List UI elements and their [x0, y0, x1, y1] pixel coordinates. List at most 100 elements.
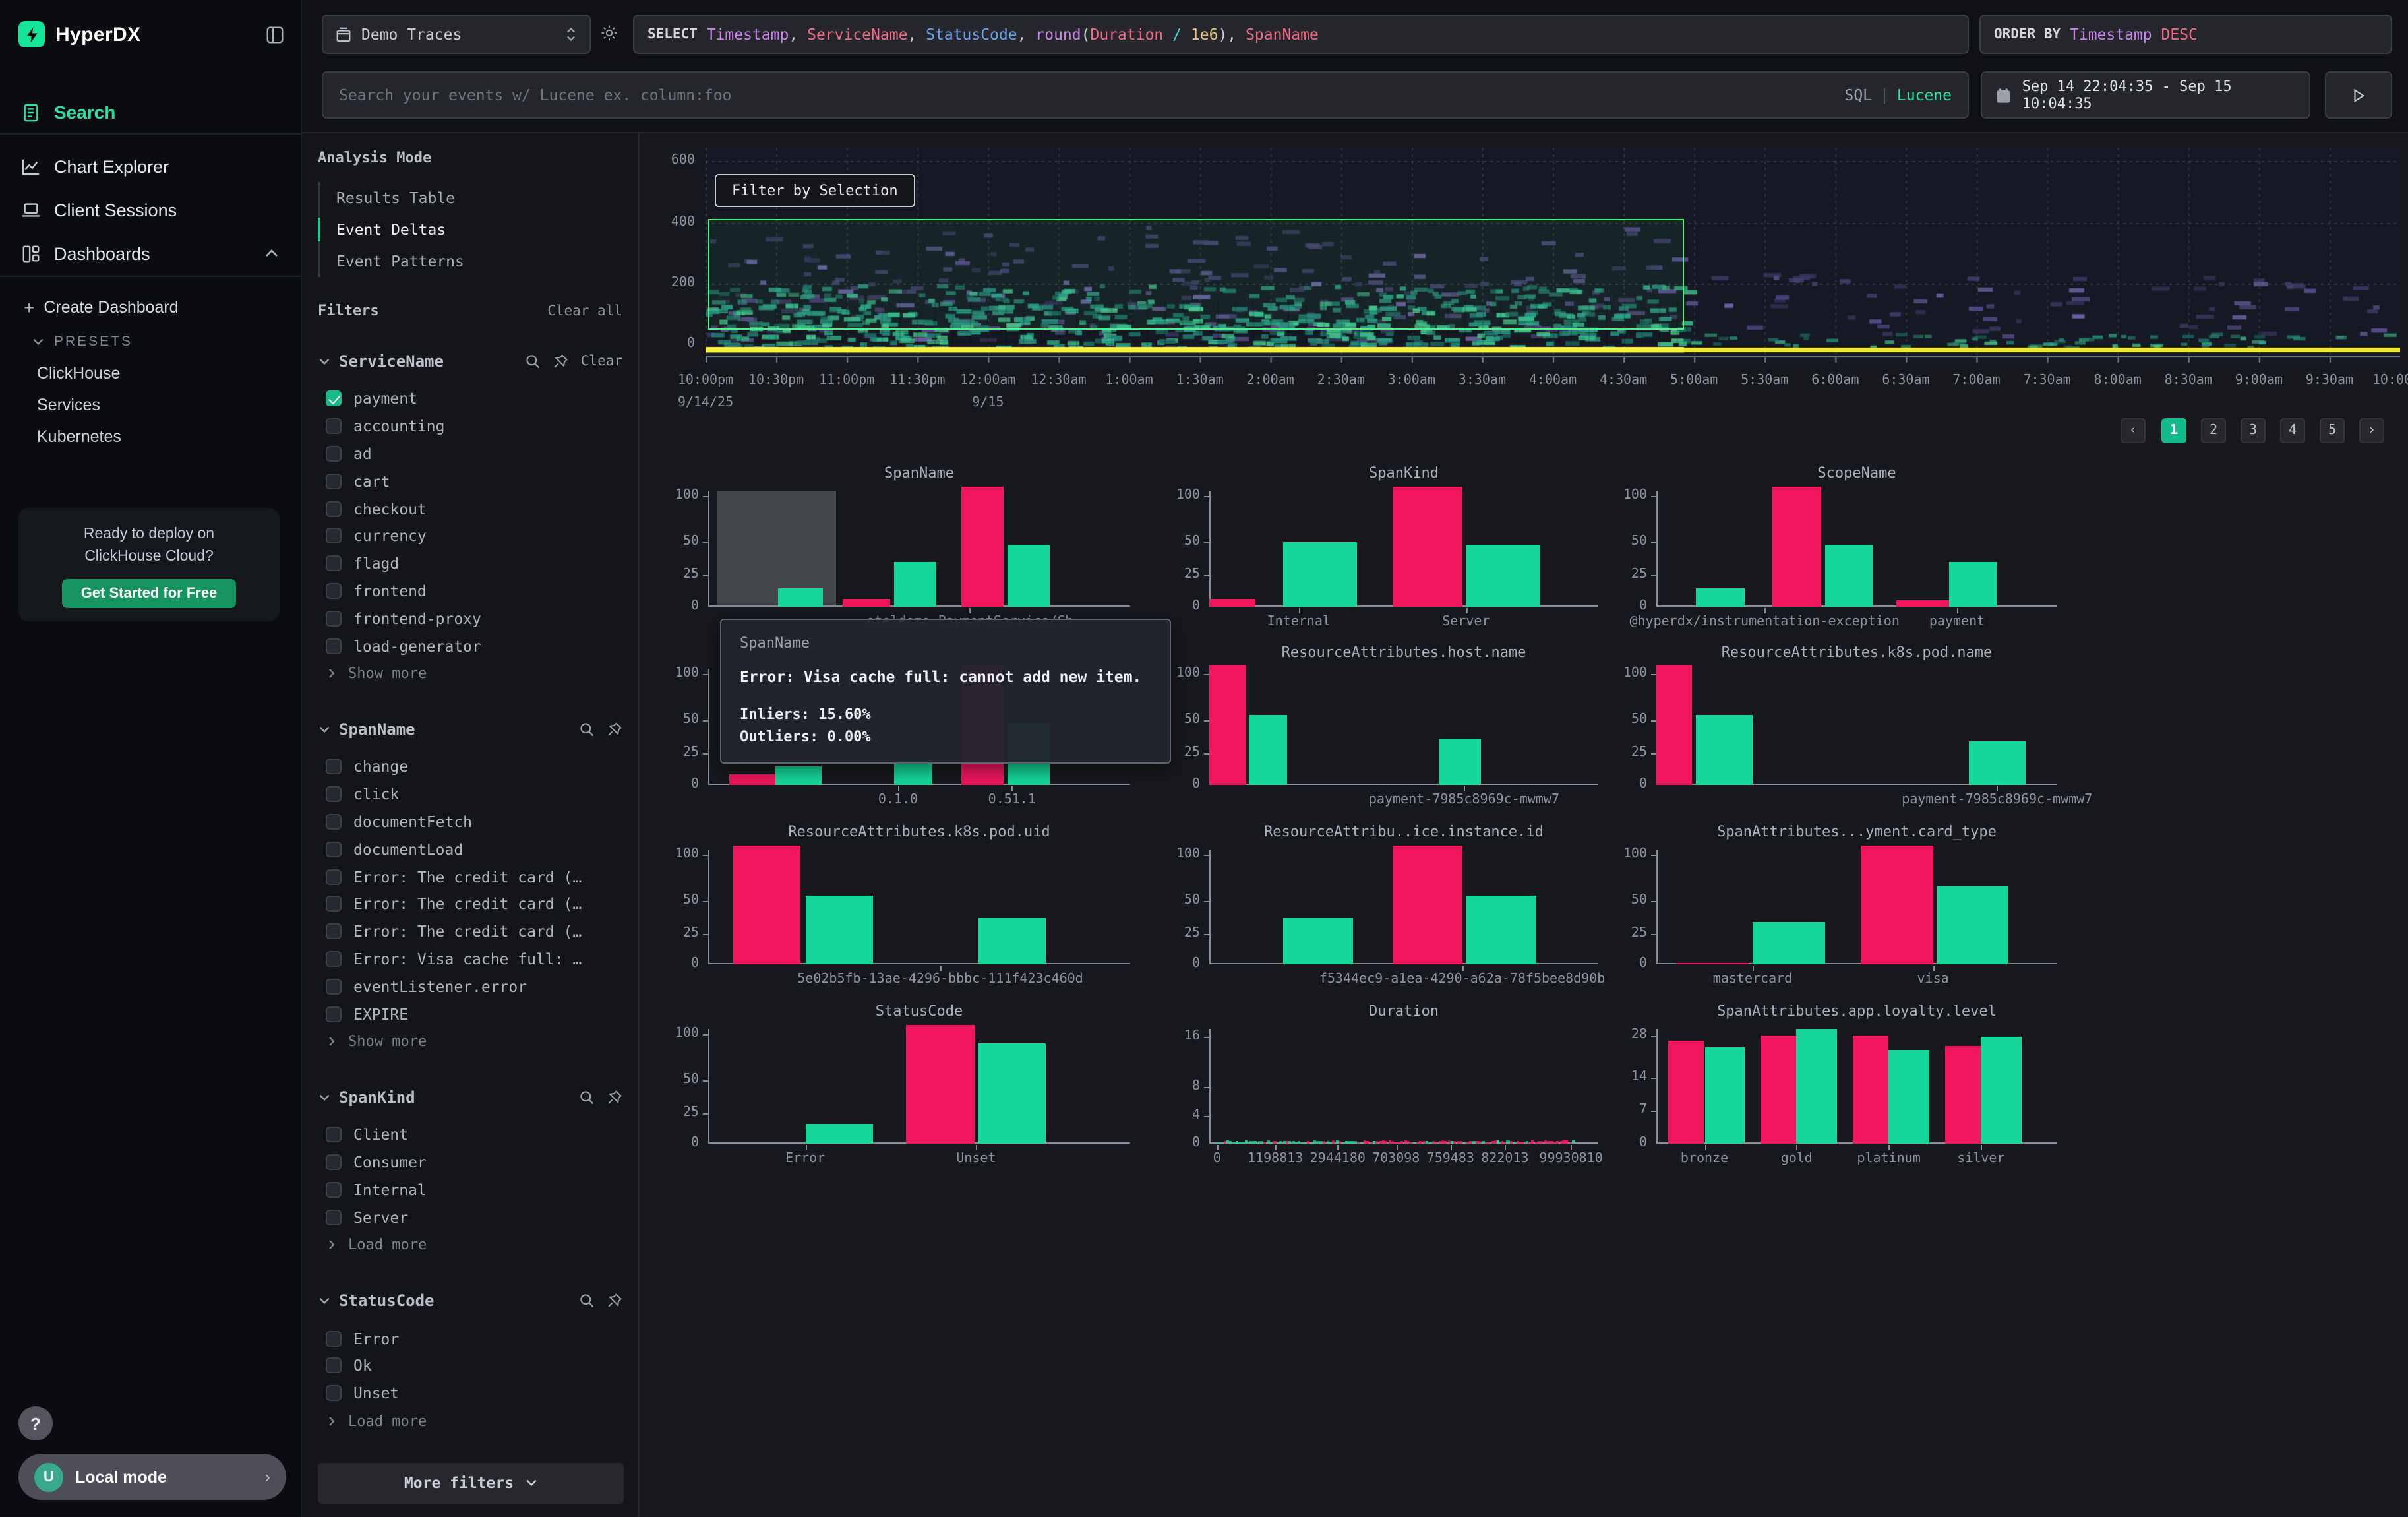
- checkbox[interactable]: [326, 473, 342, 489]
- pagination-next[interactable]: ›: [2359, 418, 2384, 443]
- filter-option[interactable]: cart: [318, 468, 622, 495]
- create-dashboard-button[interactable]: + Create Dashboard: [24, 297, 179, 318]
- outlier-bar[interactable]: [906, 1025, 975, 1144]
- checkbox[interactable]: [326, 528, 342, 544]
- checkbox[interactable]: [326, 445, 342, 462]
- filter-option[interactable]: Client: [318, 1121, 622, 1149]
- pagination-prev[interactable]: ‹: [2121, 418, 2146, 443]
- more-filters-button[interactable]: More filters: [318, 1462, 624, 1504]
- checkbox[interactable]: [326, 1006, 342, 1022]
- inlier-bar[interactable]: [1753, 921, 1825, 964]
- checkbox[interactable]: [326, 1330, 342, 1347]
- checkbox[interactable]: [326, 1385, 342, 1402]
- inlier-bar[interactable]: [775, 766, 822, 785]
- inlier-bar[interactable]: [805, 895, 873, 964]
- inlier-bar[interactable]: [978, 1043, 1046, 1144]
- inlier-bar[interactable]: [1283, 918, 1354, 964]
- filter-option[interactable]: EXPIRE: [318, 1000, 622, 1028]
- chevron-down-icon[interactable]: [318, 355, 331, 368]
- filter-option[interactable]: click: [318, 781, 622, 809]
- outlier-bar[interactable]: [1668, 1040, 1704, 1144]
- order-by-input[interactable]: ORDER BY Timestamp DESC: [1979, 15, 2392, 54]
- filter-option[interactable]: Ok: [318, 1352, 622, 1380]
- outlier-bar[interactable]: [961, 487, 1004, 607]
- inlier-bar[interactable]: [1981, 1037, 2022, 1144]
- filter-option[interactable]: load-generator: [318, 632, 622, 660]
- sidebar-item-client-sessions[interactable]: Client Sessions: [0, 193, 301, 227]
- chevron-down-icon[interactable]: [318, 1091, 331, 1104]
- outlier-bar[interactable]: [843, 598, 890, 607]
- chart-plot[interactable]: [708, 491, 1130, 607]
- filter-option[interactable]: accounting: [318, 413, 622, 441]
- checkbox[interactable]: [326, 418, 342, 435]
- show-more-link[interactable]: Show more: [318, 660, 622, 687]
- pagination-page-3[interactable]: 3: [2241, 418, 2266, 443]
- pagination-page-5[interactable]: 5: [2320, 418, 2345, 443]
- checkbox[interactable]: [326, 1209, 342, 1225]
- checkbox[interactable]: [326, 1357, 342, 1374]
- filter-option[interactable]: Error: Visa cache full: …: [318, 945, 622, 973]
- inlier-bar[interactable]: [1696, 715, 1753, 785]
- user-menu[interactable]: U Local mode ›: [18, 1454, 286, 1500]
- search-icon[interactable]: [579, 722, 595, 737]
- checkbox[interactable]: [326, 555, 342, 572]
- inlier-bar[interactable]: [1466, 895, 1536, 964]
- outlier-bar[interactable]: [1209, 665, 1246, 785]
- outlier-bar[interactable]: [1676, 963, 1749, 964]
- filter-option[interactable]: frontend-proxy: [318, 605, 622, 633]
- inlier-bar[interactable]: [1248, 715, 1287, 785]
- sql-toggle[interactable]: SQL: [1844, 86, 1873, 104]
- checkbox[interactable]: [326, 950, 342, 967]
- inlier-bar[interactable]: [1704, 1047, 1745, 1144]
- inlier-bar[interactable]: [805, 1124, 873, 1144]
- load-more-link[interactable]: Load more: [318, 1231, 622, 1258]
- inlier-bar[interactable]: [1888, 1049, 1929, 1144]
- inlier-bar[interactable]: [1824, 544, 1873, 607]
- pagination-page-1[interactable]: 1: [2161, 418, 2186, 443]
- get-started-button[interactable]: Get Started for Free: [62, 579, 236, 609]
- analysis-mode-tab-results-table[interactable]: Results Table: [336, 189, 456, 207]
- checkbox[interactable]: [326, 813, 342, 830]
- inlier-bar[interactable]: [1008, 544, 1050, 607]
- outlier-bar[interactable]: [1209, 599, 1256, 607]
- chevron-down-icon[interactable]: [318, 1294, 331, 1307]
- pin-icon[interactable]: [607, 1293, 622, 1309]
- inlier-bar[interactable]: [893, 561, 936, 607]
- filter-option[interactable]: Error: The credit card (…: [318, 918, 622, 946]
- inlier-bar[interactable]: [1283, 542, 1357, 607]
- checkbox[interactable]: [326, 758, 342, 775]
- chart-plot[interactable]: [708, 850, 1130, 964]
- sidebar-item-search[interactable]: Search: [0, 95, 301, 129]
- collapse-sidebar-icon[interactable]: [265, 24, 285, 44]
- filter-option[interactable]: documentFetch: [318, 808, 622, 836]
- run-query-button[interactable]: [2325, 71, 2392, 119]
- inlier-bar[interactable]: [978, 918, 1046, 964]
- outlier-bar[interactable]: [1861, 846, 1933, 964]
- outlier-bar[interactable]: [1772, 487, 1821, 607]
- preset-clickhouse[interactable]: ClickHouse: [37, 364, 121, 383]
- language-toggle[interactable]: SQL | Lucene: [1844, 86, 1952, 104]
- duration-heatmap[interactable]: [706, 148, 2400, 367]
- clear-all-filters-link[interactable]: Clear all: [547, 303, 622, 319]
- checkbox[interactable]: [326, 786, 342, 803]
- clear-filter-link[interactable]: Clear: [580, 354, 622, 369]
- inlier-bar[interactable]: [1466, 544, 1540, 607]
- filter-option[interactable]: frontend: [318, 577, 622, 605]
- inlier-bar[interactable]: [1696, 588, 1745, 607]
- source-select[interactable]: Demo Traces: [322, 15, 591, 54]
- pin-icon[interactable]: [607, 1090, 622, 1105]
- help-button[interactable]: ?: [18, 1406, 53, 1440]
- select-query-input[interactable]: SELECT Timestamp, ServiceName, StatusCod…: [633, 15, 1969, 54]
- checkbox[interactable]: [326, 610, 342, 627]
- analysis-mode-tab-event-patterns[interactable]: Event Patterns: [336, 252, 464, 270]
- filter-option[interactable]: ad: [318, 440, 622, 468]
- checkbox[interactable]: [326, 1181, 342, 1198]
- filter-option[interactable]: Internal: [318, 1176, 622, 1204]
- pagination-page-4[interactable]: 4: [2280, 418, 2305, 443]
- search-input[interactable]: Search your events w/ Lucene ex. column:…: [322, 71, 1969, 119]
- inlier-bar[interactable]: [1439, 738, 1482, 785]
- pagination-page-2[interactable]: 2: [2201, 418, 2226, 443]
- filter-option[interactable]: Error: The credit card (…: [318, 863, 622, 890]
- gear-icon[interactable]: [600, 24, 618, 42]
- inlier-bar[interactable]: [1969, 741, 2026, 785]
